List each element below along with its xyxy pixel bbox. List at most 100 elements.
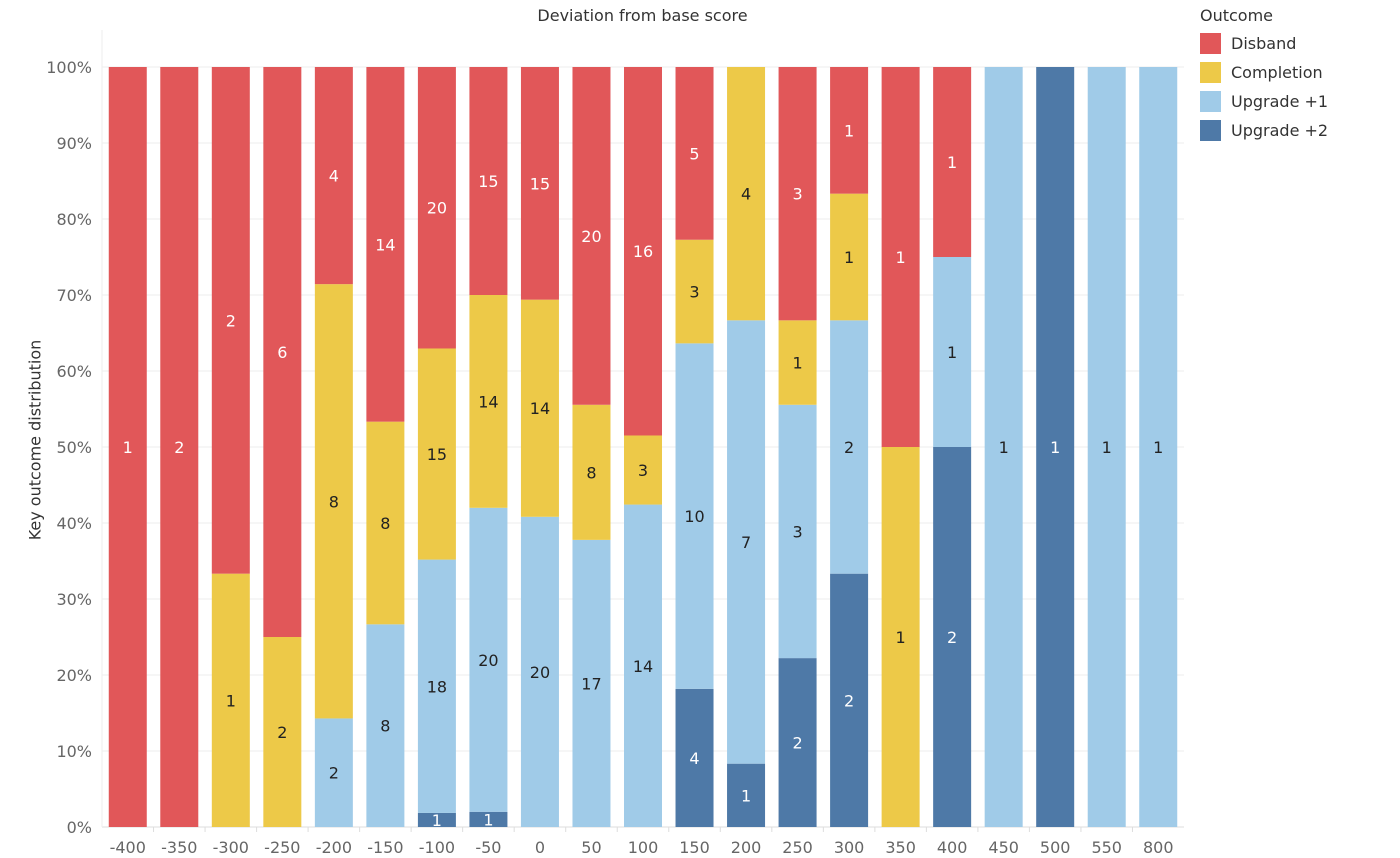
legend-swatch <box>1200 91 1221 112</box>
data-label: 1 <box>896 248 906 267</box>
bar-segment <box>572 67 611 405</box>
legend-label: Disband <box>1231 34 1297 53</box>
y-tick-label: 70% <box>56 286 92 305</box>
legend-title: Outcome <box>1200 6 1274 25</box>
bar-segment <box>727 67 766 321</box>
data-label: 2 <box>329 764 339 783</box>
bar-segment <box>366 624 405 827</box>
bar-segment <box>778 658 817 827</box>
segment-labels: 1 212262848814118152012014152014151782014… <box>123 121 1164 830</box>
data-label: 16 <box>633 242 653 261</box>
bar-segment <box>933 67 972 257</box>
y-tick-label: 30% <box>56 590 92 609</box>
y-tick-label: 10% <box>56 742 92 761</box>
legend-item[interactable]: Disband <box>1200 29 1328 58</box>
bar-segment <box>263 67 302 637</box>
bar-segment <box>469 295 508 508</box>
data-label: 20 <box>427 199 447 218</box>
data-label: 2 <box>947 628 957 647</box>
data-label: 17 <box>581 674 601 693</box>
x-tick-label: -150 <box>367 838 403 857</box>
data-label: 1 <box>483 810 493 829</box>
x-tick-label: -50 <box>475 838 501 857</box>
bar-segment <box>520 67 559 300</box>
x-tick-label: -300 <box>213 838 249 857</box>
data-label: 1 <box>844 248 854 267</box>
bar-segment <box>263 637 302 827</box>
chart-title: Deviation from base score <box>537 6 748 25</box>
x-tick-label: -200 <box>316 838 352 857</box>
data-label: 1 <box>432 811 442 830</box>
y-tick-label: 0% <box>67 818 92 837</box>
data-label: 6 <box>277 343 287 362</box>
bar-segment <box>830 320 869 574</box>
bar-segment <box>675 343 714 689</box>
data-label: 2 <box>844 691 854 710</box>
x-tick-label: 200 <box>731 838 762 857</box>
bar-segment <box>366 421 405 625</box>
bar-segment <box>727 763 766 827</box>
data-label: 4 <box>741 185 751 204</box>
legend-label: Upgrade +1 <box>1231 92 1329 111</box>
x-tick-label: 500 <box>1040 838 1071 857</box>
bar-segment <box>417 559 456 813</box>
y-tick-labels: 0% 10% 20% 30% 40% 50% 60% 70% 80% 90% 100% <box>46 58 92 837</box>
data-label: 15 <box>530 174 550 193</box>
bar-segment <box>1139 67 1178 827</box>
bar-segment <box>881 447 920 827</box>
data-label: 2 <box>277 723 287 742</box>
data-label: 2 <box>844 438 854 457</box>
legend-swatch <box>1200 120 1221 141</box>
bar-segment <box>624 504 662 827</box>
x-tick-label: 100 <box>628 838 659 857</box>
bar-segment <box>314 718 353 827</box>
bar-segment <box>624 67 662 436</box>
data-label: 14 <box>530 399 550 418</box>
data-label: 18 <box>427 677 447 696</box>
x-tick-label: 50 <box>581 838 601 857</box>
legend-items: Disband Completion Upgrade +1 Upgrade +2 <box>1200 29 1328 145</box>
bar-segment <box>314 67 353 285</box>
data-label: 1 <box>741 786 751 805</box>
bar-segment <box>624 435 662 505</box>
bar-segment <box>314 284 353 719</box>
bar-segment <box>520 299 559 517</box>
data-label: 3 <box>792 522 802 541</box>
x-tick-label: 0 <box>535 838 545 857</box>
y-tick-label: 20% <box>56 666 92 685</box>
bar-segment <box>830 573 869 827</box>
data-label: 2 <box>174 438 184 457</box>
data-label: 1 <box>844 121 854 140</box>
legend-label: Completion <box>1231 63 1323 82</box>
data-label: 7 <box>741 533 751 552</box>
data-label: 3 <box>689 283 699 302</box>
y-tick-label: 40% <box>56 514 92 533</box>
x-tick-label: 550 <box>1091 838 1122 857</box>
data-label: 15 <box>478 172 498 191</box>
bar-segment <box>211 573 250 827</box>
legend-item[interactable]: Completion <box>1200 58 1328 87</box>
bar-segment <box>417 67 456 349</box>
bar-segment <box>778 320 817 405</box>
data-label: 1 <box>947 343 957 362</box>
data-label: 1 <box>792 354 802 373</box>
data-label: 1 <box>1153 438 1163 457</box>
data-label: 8 <box>329 492 339 511</box>
data-label: 8 <box>586 463 596 482</box>
bar-segment <box>366 67 405 422</box>
bar-segment <box>933 447 972 827</box>
legend-item[interactable]: Upgrade +1 <box>1200 87 1328 116</box>
bar-segment <box>160 67 199 827</box>
y-tick-label: 50% <box>56 438 92 457</box>
x-tick-label: 300 <box>834 838 865 857</box>
bar-segment <box>520 516 559 827</box>
bar-segment <box>778 67 817 321</box>
x-tick-label: 450 <box>988 838 1019 857</box>
bar-segment <box>417 348 456 560</box>
bar-segment <box>1087 67 1126 827</box>
bar-segment <box>417 812 456 827</box>
y-tick-label: 90% <box>56 134 92 153</box>
legend-item[interactable]: Upgrade +2 <box>1200 116 1328 145</box>
data-label: 2 <box>792 734 802 753</box>
